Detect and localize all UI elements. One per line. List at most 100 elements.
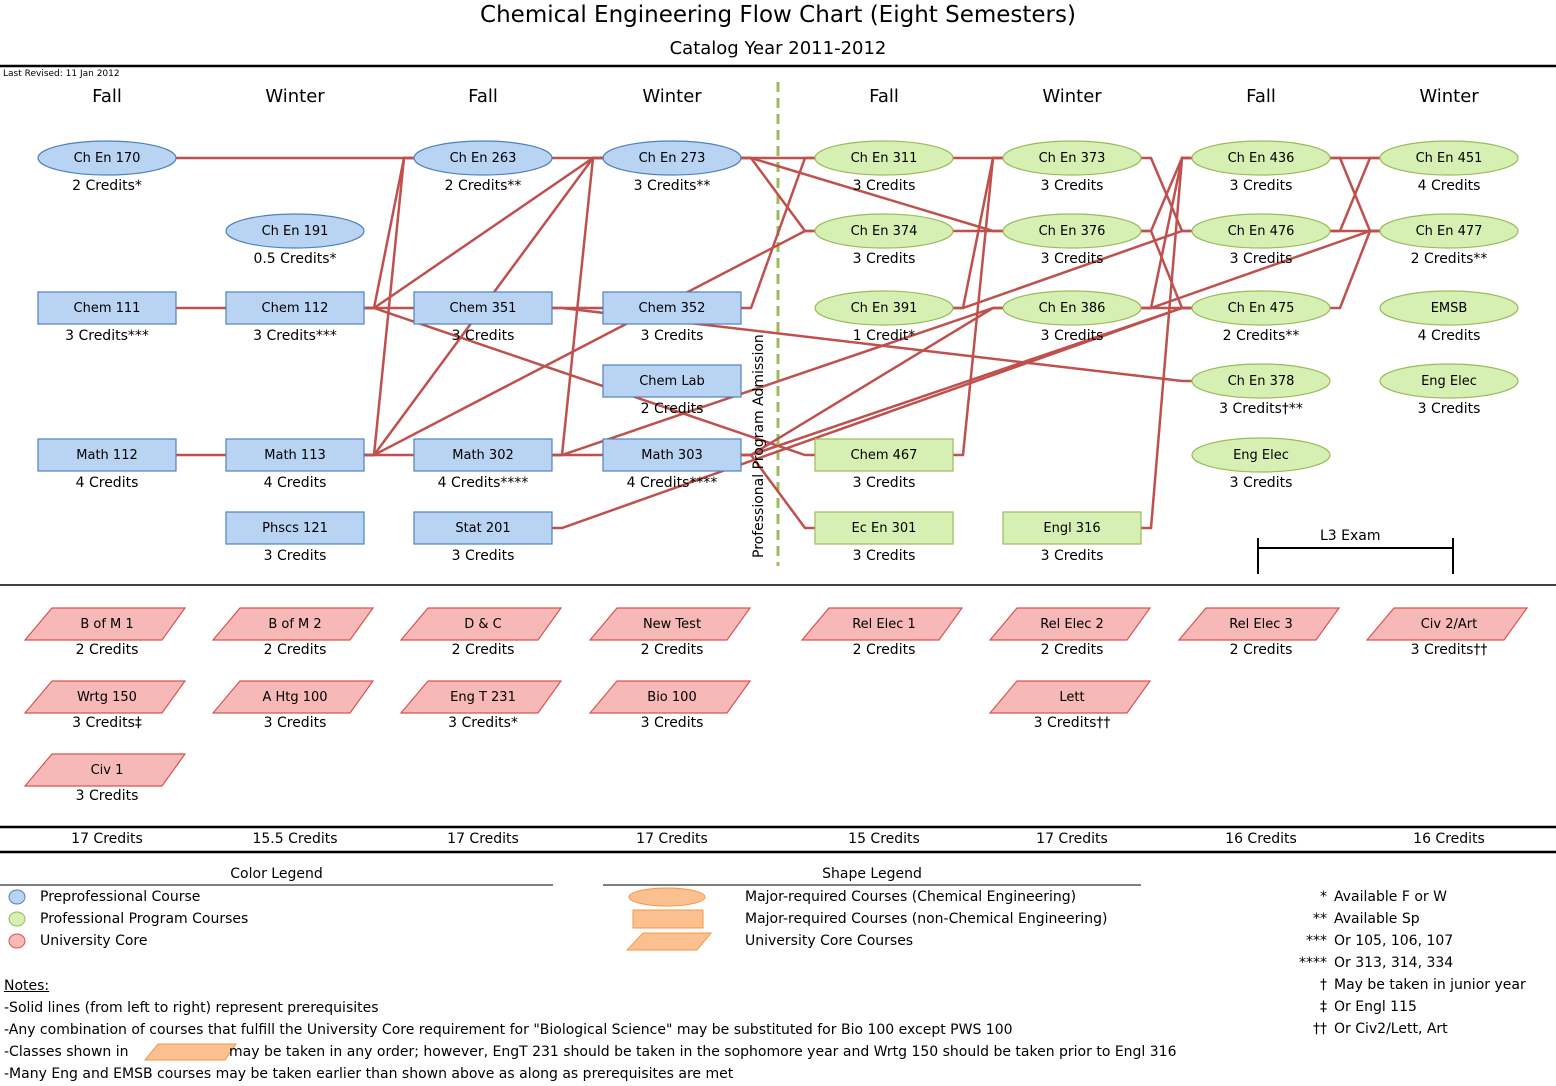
prerequisite-line xyxy=(552,306,1192,383)
course-node-stat201 xyxy=(413,511,553,545)
course-credits: 0.5 Credits* xyxy=(253,251,337,267)
course-credits: 3 Credits xyxy=(640,328,704,344)
course-label: Chem Lab xyxy=(639,373,705,389)
course-credits: 2 Credits** xyxy=(1410,251,1488,267)
core-course-node xyxy=(399,680,563,714)
core-course-credits: 2 Credits xyxy=(852,642,916,658)
course-credits: 1 Credit* xyxy=(852,328,916,344)
course-credits: 3 Credits xyxy=(1229,178,1293,194)
course-label: Ch En 311 xyxy=(850,150,918,166)
core-course-node xyxy=(1365,607,1529,641)
core-course-credits: 3 Credits‡ xyxy=(72,715,142,731)
core-course-credits: 3 Credits†† xyxy=(1410,642,1488,658)
course-label: Ch En 477 xyxy=(1415,223,1483,239)
course-credits: 2 Credits** xyxy=(444,178,522,194)
course-label: Ec En 301 xyxy=(851,520,917,536)
core-course-label: Bio 100 xyxy=(647,689,697,705)
semester-total: 16 Credits xyxy=(1413,831,1485,847)
semester-total: 17 Credits xyxy=(636,831,708,847)
course-label: EMSB xyxy=(1430,300,1468,316)
course-credits: 2 Credits** xyxy=(1222,328,1300,344)
course-label: Ch En 273 xyxy=(638,150,706,166)
l3-exam-label: L3 Exam xyxy=(1320,528,1381,544)
course-credits: 3 Credits xyxy=(451,548,515,564)
core-course-label: B of M 2 xyxy=(268,616,322,632)
course-node-chem467 xyxy=(814,438,954,472)
course-credits: 3 Credits** xyxy=(633,178,711,194)
notes-line-1: -Solid lines (from left to right) repres… xyxy=(4,1000,379,1016)
semester-header: Fall xyxy=(92,86,122,107)
course-node-chem112 xyxy=(225,291,365,325)
course-label: Chem 112 xyxy=(261,300,329,316)
footnote-text: May be taken in junior year xyxy=(1334,977,1526,993)
course-label: Ch En 376 xyxy=(1038,223,1106,239)
course-credits: 3 Credits xyxy=(1040,251,1104,267)
color-legend-title: Color Legend xyxy=(230,866,323,882)
course-node-engelec1 xyxy=(1191,437,1331,473)
footnote-text: Or Engl 115 xyxy=(1334,999,1417,1015)
core-course-credits: 3 Credits* xyxy=(448,715,518,731)
footnote-symbol: *** xyxy=(1306,933,1327,949)
course-node-chen477 xyxy=(1379,213,1519,249)
prerequisite-line xyxy=(364,306,815,457)
notes-core-swatch xyxy=(143,1043,237,1061)
core-course-credits: 3 Credits xyxy=(75,788,139,804)
footnote-symbol: **** xyxy=(1299,955,1327,971)
core-course-credits: 2 Credits xyxy=(1229,642,1293,658)
core-course-credits: 2 Credits xyxy=(263,642,327,658)
course-node-chen273 xyxy=(602,140,742,176)
course-node-chen376 xyxy=(1002,213,1142,249)
course-credits: 3 Credits xyxy=(1229,251,1293,267)
shape-legend-item-rect: Major-required Courses (non-Chemical Eng… xyxy=(745,911,1108,927)
footnote-text: Available F or W xyxy=(1334,889,1447,905)
core-course-credits: 2 Credits xyxy=(451,642,515,658)
course-node-chen191 xyxy=(225,213,365,249)
course-label: Eng Elec xyxy=(1233,447,1289,463)
course-label: Math 113 xyxy=(264,447,326,463)
course-label: Math 112 xyxy=(76,447,138,463)
course-label: Ch En 374 xyxy=(850,223,918,239)
prerequisite-line xyxy=(953,156,1003,457)
core-course-credits: 2 Credits xyxy=(1040,642,1104,658)
core-course-node xyxy=(588,607,752,641)
semester-header: Fall xyxy=(1246,86,1276,107)
course-credits: 4 Credits xyxy=(1417,178,1481,194)
core-course-node xyxy=(800,607,964,641)
footnote-symbol: ** xyxy=(1313,911,1327,927)
course-credits: 4 Credits xyxy=(1417,328,1481,344)
course-credits: 3 Credits xyxy=(451,328,515,344)
footnote-text: Or 313, 314, 334 xyxy=(1334,955,1454,971)
shape-legend-item-parallelogram: University Core Courses xyxy=(745,933,914,949)
course-node-chen386 xyxy=(1002,290,1142,326)
course-credits: 2 Credits xyxy=(640,401,704,417)
course-label: Ch En 378 xyxy=(1227,373,1295,389)
core-course-credits: 3 Credits†† xyxy=(1033,715,1111,731)
color-legend-item-core: University Core xyxy=(40,933,148,949)
course-label: Ch En 386 xyxy=(1038,300,1106,316)
core-course-credits: 2 Credits xyxy=(640,642,704,658)
semester-header: Winter xyxy=(642,86,702,107)
course-credits: 2 Credits* xyxy=(72,178,142,194)
course-node-chen378 xyxy=(1191,363,1331,399)
course-label: Ch En 476 xyxy=(1227,223,1295,239)
course-label: Math 302 xyxy=(452,447,514,463)
footnote-symbol: †† xyxy=(1313,1021,1327,1037)
course-label: Ch En 451 xyxy=(1415,150,1483,166)
footnote-symbol: ‡ xyxy=(1320,999,1327,1015)
core-course-label: D & C xyxy=(464,616,502,632)
course-node-phscs121 xyxy=(225,511,365,545)
course-label: Ch En 191 xyxy=(261,223,329,239)
course-credits: 3 Credits xyxy=(1040,328,1104,344)
semester-header: Winter xyxy=(1419,86,1479,107)
core-course-credits: 2 Credits xyxy=(75,642,139,658)
course-label: Ch En 373 xyxy=(1038,150,1106,166)
course-node-chen311 xyxy=(814,140,954,176)
semester-total: 15 Credits xyxy=(848,831,920,847)
core-course-label: A Htg 100 xyxy=(262,689,328,705)
semester-header: Winter xyxy=(265,86,325,107)
semester-header: Winter xyxy=(1042,86,1102,107)
course-node-chen170 xyxy=(37,140,177,176)
notes-line-2: -Any combination of courses that fulfill… xyxy=(4,1022,1013,1038)
prerequisite-line xyxy=(1141,156,1192,233)
semester-total: 16 Credits xyxy=(1225,831,1297,847)
